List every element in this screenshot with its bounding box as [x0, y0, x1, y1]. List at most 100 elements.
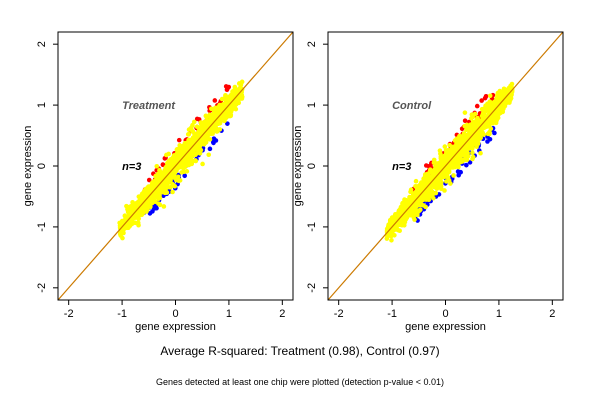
data-point: [397, 207, 403, 212]
data-point: [209, 115, 215, 120]
data-point: [483, 107, 488, 113]
x-tick-label: -2: [334, 308, 344, 320]
data-point: [191, 119, 197, 125]
data-point: [439, 180, 444, 185]
data-point: [121, 230, 126, 236]
data-point: [470, 119, 476, 125]
panel-title: Treatment: [122, 100, 176, 112]
data-point: [164, 185, 170, 190]
data-point: [443, 148, 449, 153]
data-point: [441, 173, 447, 179]
data-point: [469, 139, 475, 145]
y-axis-label: gene expression: [22, 126, 34, 207]
x-axis-label: gene expression: [135, 321, 216, 333]
data-point: [487, 103, 493, 108]
data-point: [497, 103, 502, 109]
data-point: [469, 116, 474, 121]
data-point: [408, 211, 413, 216]
y-tick-label: 0: [306, 163, 318, 169]
data-point: [470, 150, 475, 156]
identity-line: [328, 32, 563, 300]
data-point: [154, 163, 160, 169]
data-point: [146, 177, 152, 183]
data-point: [209, 106, 214, 112]
data-point: [196, 142, 202, 148]
data-point: [442, 144, 448, 149]
detection-footnote: Genes detected at least one chip were pl…: [156, 377, 444, 387]
panel-title: Control: [392, 100, 432, 112]
data-point: [456, 155, 461, 160]
data-point: [401, 200, 406, 205]
data-point: [156, 201, 161, 206]
data-point: [491, 113, 497, 118]
data-point: [476, 122, 481, 128]
data-point: [229, 97, 235, 103]
data-point: [122, 213, 128, 219]
data-point: [472, 111, 478, 117]
data-point: [206, 132, 212, 137]
data-point: [389, 237, 394, 243]
data-point: [447, 149, 453, 155]
data-point: [207, 146, 213, 152]
data-point: [176, 152, 181, 157]
y-tick-label: 1: [36, 102, 48, 108]
data-point: [148, 204, 153, 210]
data-point: [176, 137, 182, 143]
data-point: [451, 173, 456, 178]
data-point: [423, 182, 429, 188]
data-point: [464, 162, 469, 168]
data-point: [477, 136, 482, 141]
data-point: [459, 134, 465, 139]
data-point: [129, 203, 135, 209]
x-tick-label: 2: [549, 308, 555, 320]
data-point: [474, 144, 479, 149]
x-tick-label: 1: [496, 308, 502, 320]
data-point: [224, 87, 230, 92]
data-point: [134, 212, 140, 218]
y-tick-label: 2: [36, 41, 48, 47]
data-point: [432, 170, 438, 176]
data-point: [421, 176, 426, 182]
data-point: [483, 93, 489, 99]
data-point: [443, 168, 449, 173]
sample-count: n=3: [392, 161, 411, 173]
data-point: [462, 118, 468, 124]
data-point: [177, 143, 183, 148]
data-point: [185, 156, 191, 161]
data-point: [408, 202, 413, 208]
data-point: [478, 150, 483, 156]
data-point: [472, 125, 478, 130]
data-point: [487, 93, 493, 99]
data-point: [226, 96, 231, 101]
data-point: [239, 79, 245, 85]
data-point: [147, 199, 153, 205]
x-tick-label: 0: [442, 308, 448, 320]
data-point: [186, 160, 192, 165]
data-point: [431, 195, 436, 201]
data-point: [144, 209, 149, 214]
data-point: [195, 133, 201, 139]
data-point: [420, 196, 426, 202]
data-point: [163, 181, 168, 186]
data-point: [452, 144, 458, 150]
data-point: [487, 129, 492, 135]
data-point: [182, 173, 187, 179]
y-tick-label: -1: [36, 222, 48, 232]
data-point: [221, 101, 226, 107]
data-point: [215, 128, 220, 134]
y-tick-label: -2: [306, 283, 318, 293]
data-point: [408, 189, 413, 195]
data-point: [194, 151, 199, 156]
data-point: [220, 117, 226, 123]
data-point: [121, 227, 126, 232]
data-point: [176, 178, 181, 184]
data-point: [474, 103, 480, 109]
data-point: [505, 87, 511, 92]
data-point: [390, 227, 396, 233]
data-point: [462, 138, 467, 143]
r-squared-summary: Average R-squared: Treatment (0.98), Con…: [160, 344, 440, 358]
data-point: [197, 151, 203, 156]
data-point: [186, 127, 192, 132]
panel-control: -2 -1 0 1 2 -2 -1 0 1 2 gene expression gene expres…: [292, 31, 564, 333]
